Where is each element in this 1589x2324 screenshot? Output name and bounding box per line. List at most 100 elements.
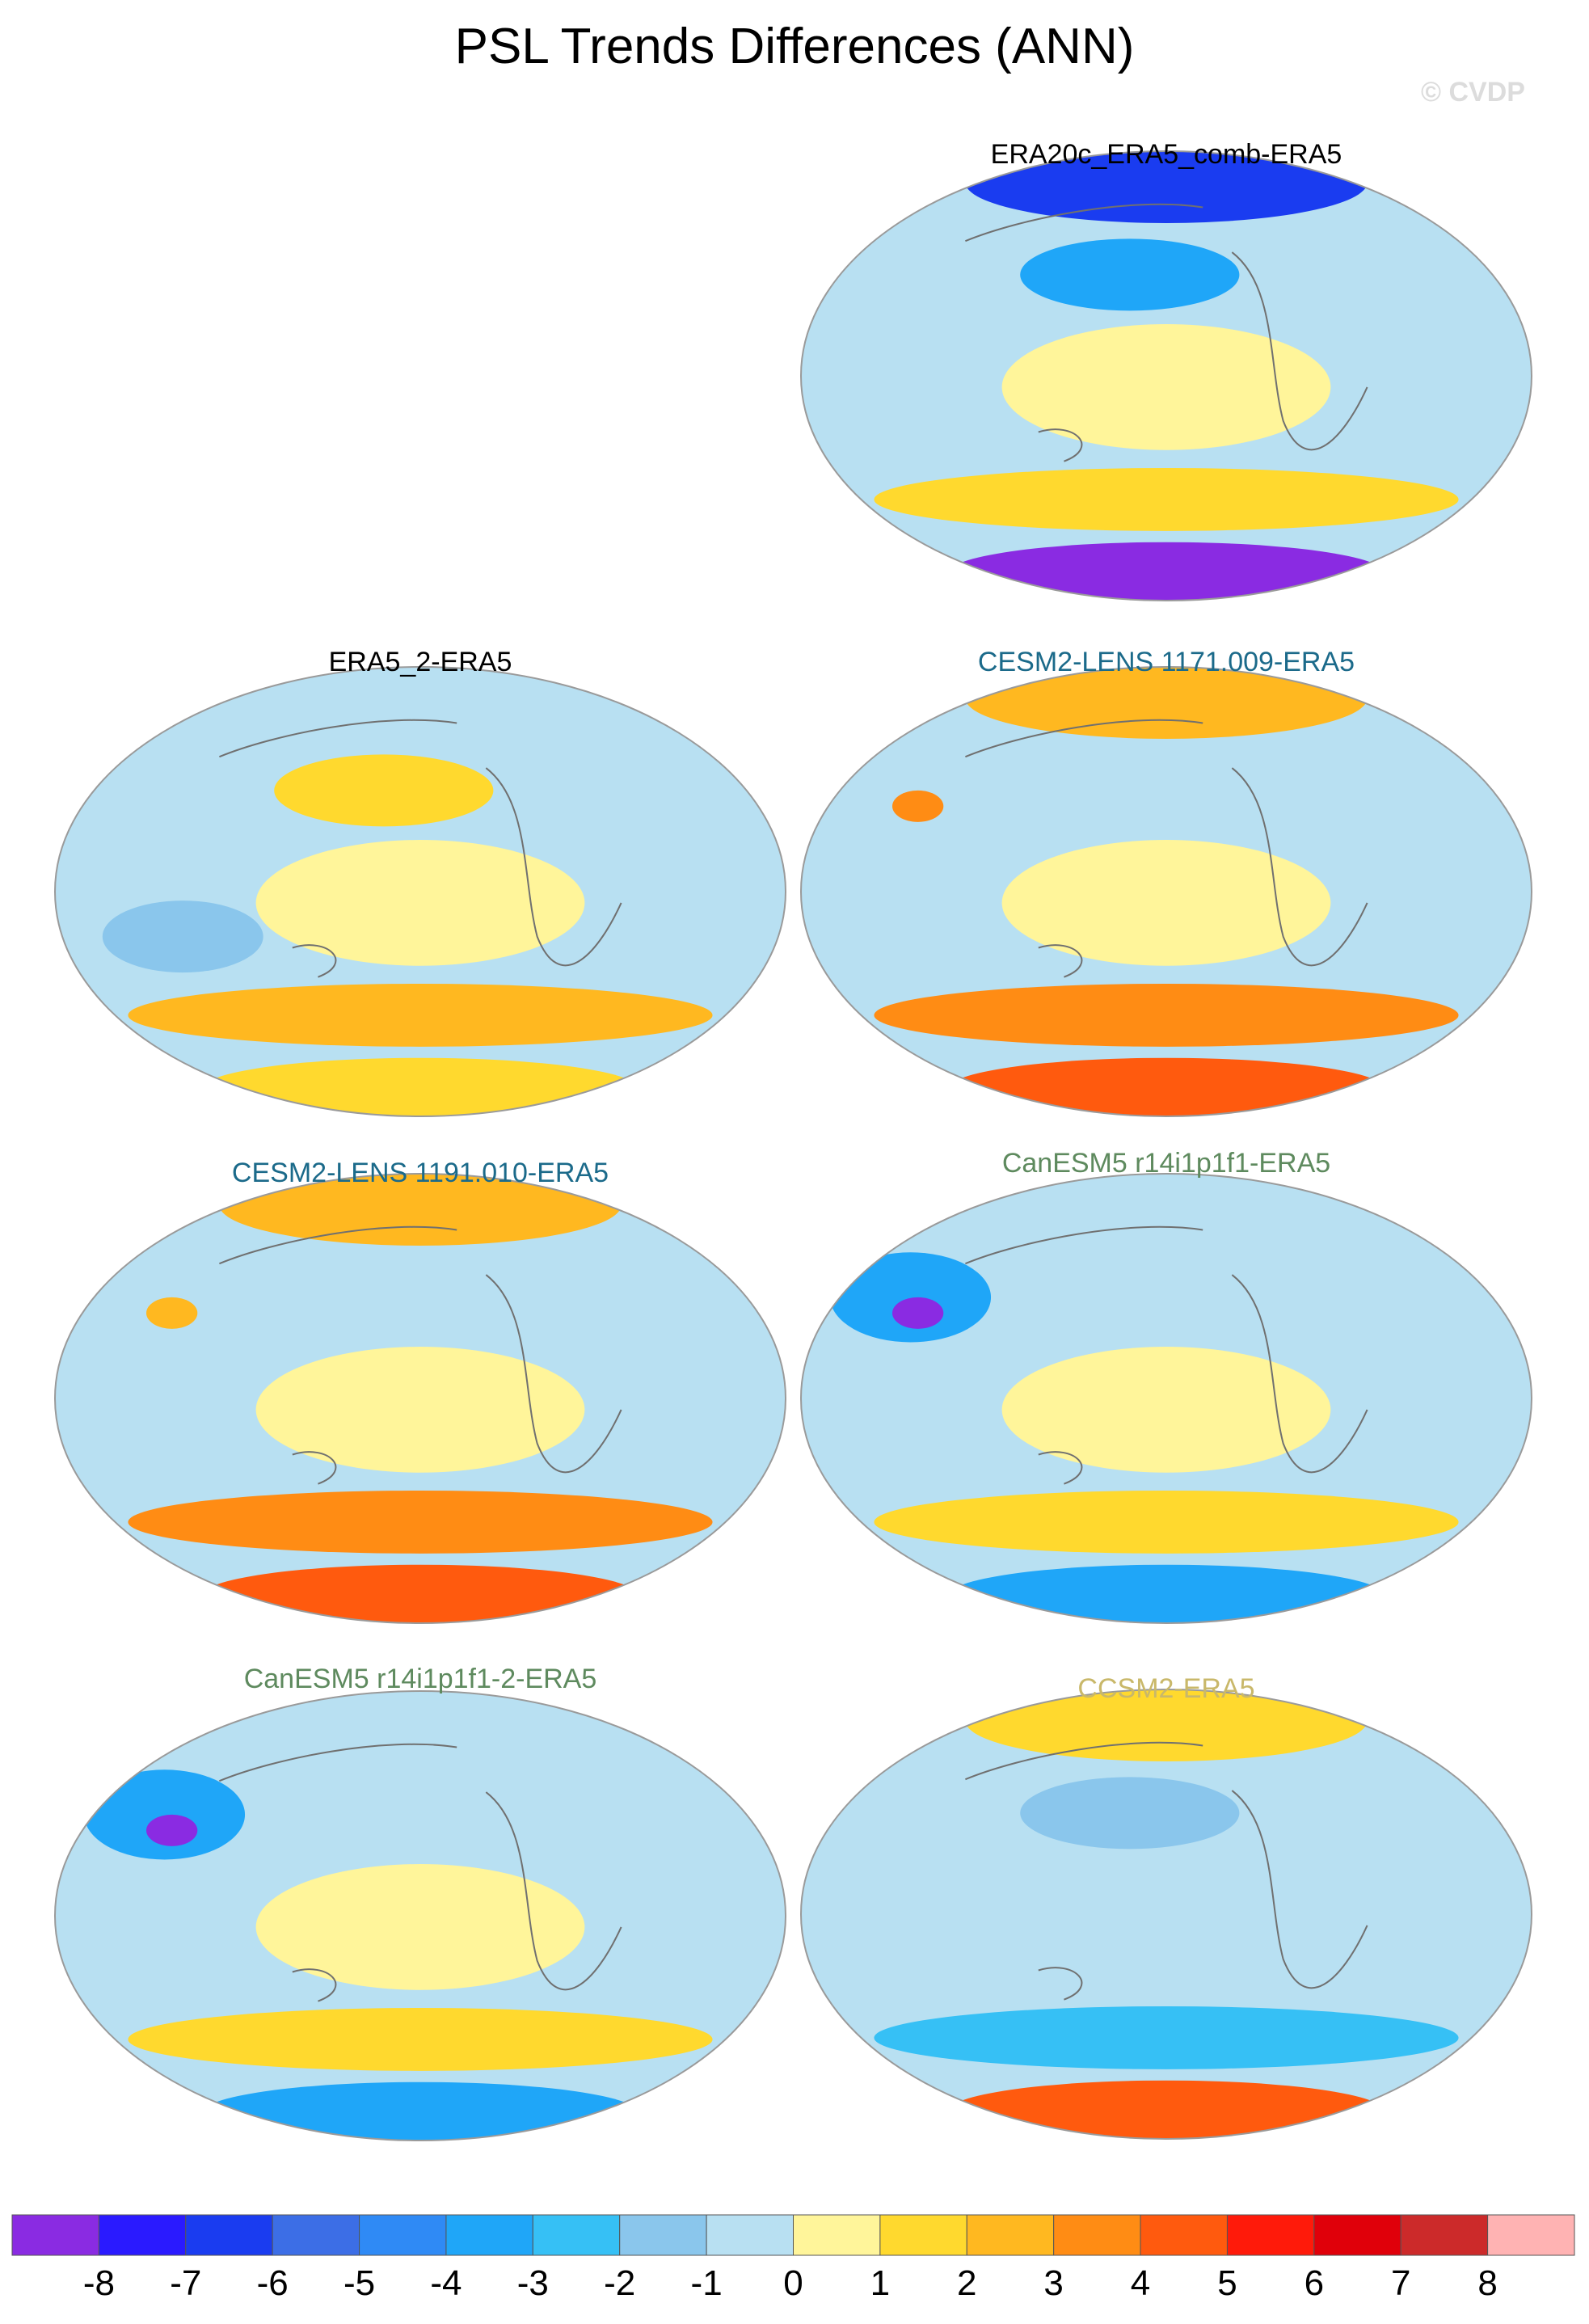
- colorbar-segment: [1226, 2214, 1315, 2256]
- map-outline: [800, 1689, 1532, 2140]
- colorbar-segment: [359, 2214, 447, 2256]
- panel-title-5: CanESM5 r14i1p1f1-ERA5: [1001, 1148, 1331, 1179]
- colorbar-tick-label: 0: [783, 2263, 803, 2303]
- colorbar-tick-label: -5: [343, 2263, 376, 2303]
- map-panel-5: [800, 1173, 1532, 1624]
- colorbar-tick-label: 3: [1043, 2263, 1064, 2303]
- panel-title-4: CESM2-LENS 1191.010-ERA5: [231, 1158, 609, 1188]
- coastline: [965, 203, 1368, 462]
- colorbar-segment: [185, 2214, 273, 2256]
- colorbar-tick-label: 6: [1304, 2263, 1325, 2303]
- coastline: [965, 1741, 1368, 2001]
- region-antarctic: [946, 542, 1386, 601]
- colorbar-segment: [272, 2214, 360, 2256]
- map-outline: [54, 1173, 786, 1624]
- colorbar-tick-label: -8: [82, 2263, 115, 2303]
- coastline: [965, 719, 1368, 978]
- panel-title-7: CCSM2-ERA5: [1077, 1673, 1255, 1704]
- region-antarctic: [946, 1057, 1386, 1116]
- map-panel-2: [54, 666, 786, 1117]
- region-southern-midlatitudes: [128, 1490, 713, 1554]
- colorbar-segment: [966, 2214, 1055, 2256]
- region-southern-midlatitudes: [874, 983, 1459, 1047]
- map-outline: [800, 1173, 1532, 1624]
- colorbar-tick-label: -3: [516, 2263, 549, 2303]
- region-arctic: [965, 1689, 1368, 1761]
- colorbar-tick-label: -4: [430, 2263, 462, 2303]
- region-tibet: [892, 1297, 944, 1329]
- colorbar-segment: [1400, 2214, 1489, 2256]
- colorbar-segment: [1053, 2214, 1141, 2256]
- colorbar-tick-label: -1: [690, 2263, 723, 2303]
- region-antarctic: [200, 2081, 640, 2141]
- region-tropical-pacific: [1001, 1862, 1331, 1989]
- region-tibet: [892, 790, 944, 822]
- panel-title-3: CESM2-LENS 1171.009-ERA5: [977, 647, 1355, 677]
- colorbar-segment: [1313, 2214, 1401, 2256]
- region-tropical-pacific: [255, 840, 585, 966]
- colorbar-segment: [619, 2214, 707, 2256]
- colorbar-tick-label: 7: [1390, 2263, 1411, 2303]
- colorbar-segment: [98, 2214, 187, 2256]
- colorbar-tick-label: 1: [870, 2263, 891, 2303]
- coastline: [219, 719, 622, 978]
- region-southern-midlatitudes: [128, 983, 713, 1047]
- region-eurasia: [830, 1252, 992, 1343]
- colorbar-tick-label: 4: [1130, 2263, 1151, 2303]
- colorbar-segment: [445, 2214, 533, 2256]
- map-outline: [800, 666, 1532, 1117]
- region-arctic: [965, 151, 1368, 223]
- region-southern-midlatitudes: [874, 2006, 1459, 2069]
- colorbar-segment: [879, 2214, 967, 2256]
- region-southern-midlatitudes: [874, 1490, 1459, 1554]
- region-antarctic: [946, 2080, 1386, 2139]
- panel-title-2: ERA5_2-ERA5: [328, 647, 512, 677]
- colorbar-tick-label: -7: [170, 2263, 202, 2303]
- coastline: [219, 1225, 622, 1485]
- colorbar-tick-label: 5: [1217, 2263, 1237, 2303]
- colorbar-segment: [532, 2214, 621, 2256]
- region-southern-midlatitudes: [874, 467, 1459, 531]
- colorbar-tick-label: 8: [1477, 2263, 1498, 2303]
- map-outline: [800, 150, 1532, 601]
- region-tropical-pacific: [1001, 324, 1331, 450]
- map-panel-7: [800, 1689, 1532, 2140]
- region-antarctic: [200, 1564, 640, 1623]
- panel-title-6: CanESM5 r14i1p1f1-2-ERA5: [243, 1664, 597, 1694]
- coastline: [965, 1225, 1368, 1485]
- colorbar-tick-label: -6: [256, 2263, 289, 2303]
- region-tropical-pacific: [1001, 840, 1331, 966]
- colorbar: [11, 2214, 1575, 2256]
- map-panel-3: [800, 666, 1532, 1117]
- region-arctic: [219, 1174, 622, 1246]
- region-tropical-pacific: [255, 1864, 585, 1990]
- figure-title: PSL Trends Differences (ANN): [454, 19, 1135, 74]
- region-tibet: [146, 1297, 198, 1329]
- map-outline: [54, 1690, 786, 2141]
- colorbar-segment: [706, 2214, 794, 2256]
- region-tropical-pacific: [255, 1347, 585, 1473]
- region-indian-ocean: [102, 900, 263, 973]
- panel-title-1: ERA20c_ERA5_comb-ERA5: [990, 139, 1342, 170]
- map-outline: [54, 666, 786, 1117]
- region-north-pacific: [1020, 238, 1240, 311]
- region-north-pacific: [1020, 1777, 1240, 1849]
- region-tropical-pacific: [1001, 1347, 1331, 1473]
- region-arctic: [965, 667, 1368, 739]
- map-panel-6: [54, 1690, 786, 2141]
- colorbar-segment: [11, 2214, 99, 2256]
- region-eurasia: [84, 1769, 246, 1860]
- region-southern-midlatitudes: [128, 2007, 713, 2071]
- map-panel-1: [800, 150, 1532, 601]
- colorbar-segment: [793, 2214, 881, 2256]
- colorbar-segment: [1140, 2214, 1228, 2256]
- region-antarctic: [200, 1057, 640, 1116]
- colorbar-segment: [1487, 2214, 1575, 2256]
- map-panel-4: [54, 1173, 786, 1624]
- cvdp-watermark: © CVDP: [1421, 77, 1525, 108]
- coastline: [219, 1743, 622, 2002]
- colorbar-tick-label: 2: [957, 2263, 977, 2303]
- region-north-pacific: [274, 754, 494, 827]
- region-tibet: [146, 1814, 198, 1846]
